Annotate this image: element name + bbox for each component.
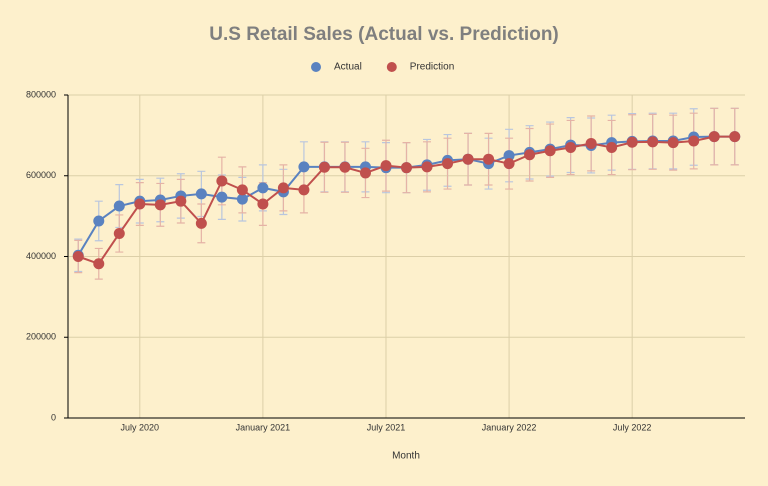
x-tick-label: January 2021 [236,422,291,432]
marker [339,161,351,173]
marker [606,141,618,153]
marker [688,135,700,147]
chart-title: U.S Retail Sales (Actual vs. Prediction) [209,24,559,45]
y-tick-label: 600000 [26,170,56,180]
marker [257,198,269,210]
marker [544,145,556,157]
marker [708,131,720,143]
marker [503,150,515,162]
marker [216,175,228,187]
x-axis-title: Month [392,451,420,462]
x-tick-label: July 2020 [121,422,160,432]
marker [421,161,433,173]
marker [359,167,371,179]
marker [216,191,228,203]
marker [667,137,679,149]
marker [93,258,105,270]
y-tick-label: 400000 [26,251,56,261]
marker [257,182,269,194]
marker [195,188,207,200]
marker [93,215,105,227]
marker [647,136,659,148]
marker [298,161,310,173]
marker [565,141,577,153]
marker [113,200,125,212]
legend-marker [311,62,321,72]
marker [524,149,536,161]
y-tick-label: 200000 [26,332,56,342]
x-tick-label: January 2022 [482,422,537,432]
x-tick-label: July 2022 [613,422,652,432]
marker [380,160,392,172]
marker [626,136,638,148]
marker [236,193,248,205]
marker [277,182,289,194]
y-tick-label: 800000 [26,89,56,99]
marker [729,131,741,143]
marker [154,199,166,211]
marker [175,195,187,207]
x-tick-label: July 2021 [367,422,406,432]
marker [134,198,146,210]
marker [503,158,515,170]
marker [483,153,495,165]
marker [442,158,454,170]
legend-marker [386,62,397,72]
marker [298,184,310,196]
y-tick-label: 0 [51,412,56,422]
marker [585,137,597,149]
marker [401,162,412,174]
marker [113,227,125,239]
legend-label: Prediction [410,62,454,73]
marker [462,153,474,165]
marker [195,217,207,229]
marker [236,184,248,196]
marker [72,251,84,262]
legend-label: Actual [334,62,362,73]
marker [318,161,330,173]
